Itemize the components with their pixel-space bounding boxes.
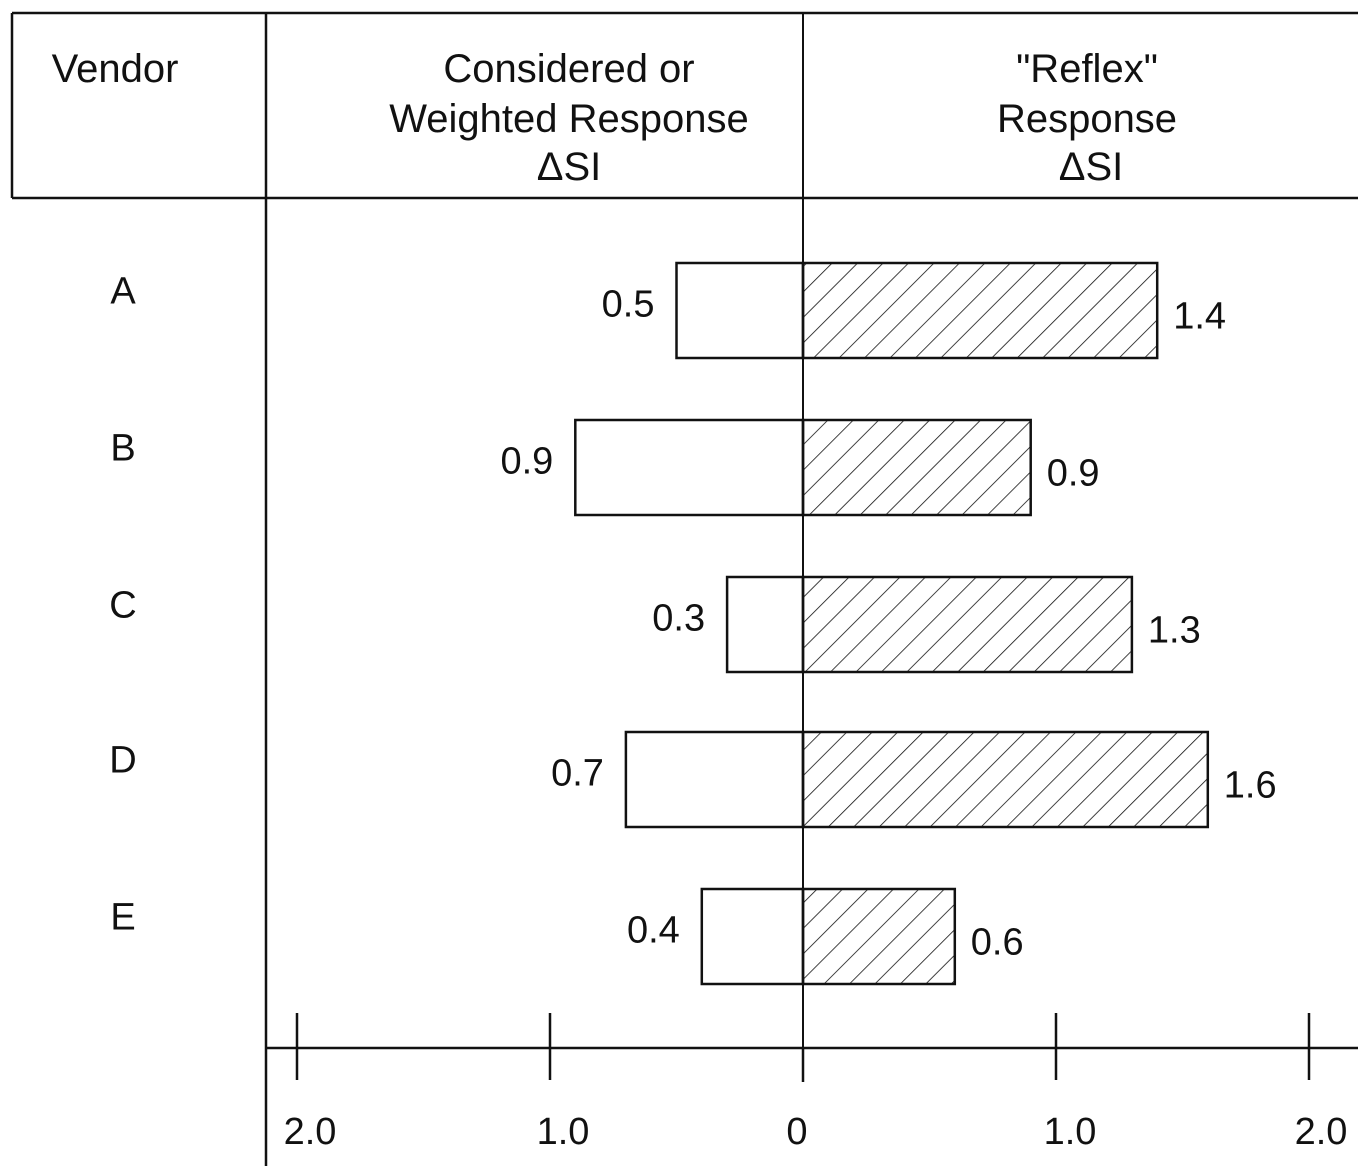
- axis-tick-label: 1.0: [537, 1111, 590, 1153]
- considered-value-label: 0.7: [551, 753, 604, 795]
- vendor-label: E: [110, 897, 135, 939]
- considered-bar: [624, 730, 805, 829]
- reflex-bar: [801, 575, 1134, 674]
- axis-tick-label: 2.0: [284, 1111, 337, 1153]
- reflex-value-label: 0.9: [1047, 453, 1100, 495]
- axis-tick-label: 0: [786, 1111, 807, 1153]
- bars: [574, 261, 1210, 986]
- considered-bar: [725, 575, 805, 674]
- x-axis: 2.0 1.0 0 1.0 2.0: [284, 1013, 1348, 1153]
- considered-value-label: 0.9: [500, 441, 553, 483]
- considered-bar: [574, 418, 805, 517]
- reflex-header-line-1: "Reflex": [1016, 47, 1158, 91]
- vendor-label: A: [110, 271, 136, 313]
- reflex-value-label: 0.6: [971, 922, 1024, 964]
- reflex-bar: [801, 261, 1159, 360]
- value-labels: 0.5 1.4 0.9 0.9 0.3 1.3 0.7 1.6 0.4 0.6: [500, 284, 1276, 964]
- considered-bar: [675, 261, 805, 360]
- considered-header-line-2: Weighted Response: [389, 97, 749, 141]
- vendor-header: Vendor: [52, 47, 179, 91]
- considered-value-label: 0.5: [602, 284, 655, 326]
- vendor-labels: A B C D E: [109, 271, 136, 939]
- reflex-bar: [801, 418, 1032, 517]
- reflex-bar: [801, 887, 957, 986]
- reflex-value-label: 1.6: [1224, 765, 1277, 807]
- reflex-value-label: 1.3: [1148, 610, 1201, 652]
- vendor-label: D: [109, 740, 136, 782]
- considered-header-line-1: Considered or: [443, 47, 694, 91]
- considered-header-line-3: ΔSI: [537, 145, 602, 189]
- axis-tick-label: 2.0: [1295, 1111, 1348, 1153]
- vendor-label: C: [109, 585, 136, 627]
- reflex-header-line-2: Response: [997, 97, 1177, 141]
- considered-value-label: 0.4: [627, 910, 680, 952]
- axis-tick-label: 1.0: [1044, 1111, 1097, 1153]
- considered-bar: [700, 887, 805, 986]
- considered-value-label: 0.3: [652, 598, 705, 640]
- reflex-value-label: 1.4: [1173, 296, 1226, 338]
- reflex-bar: [801, 730, 1210, 829]
- table-frame: [10, 11, 1358, 1166]
- vendor-label: B: [110, 428, 135, 470]
- reflex-header-line-3: ΔSI: [1059, 145, 1124, 189]
